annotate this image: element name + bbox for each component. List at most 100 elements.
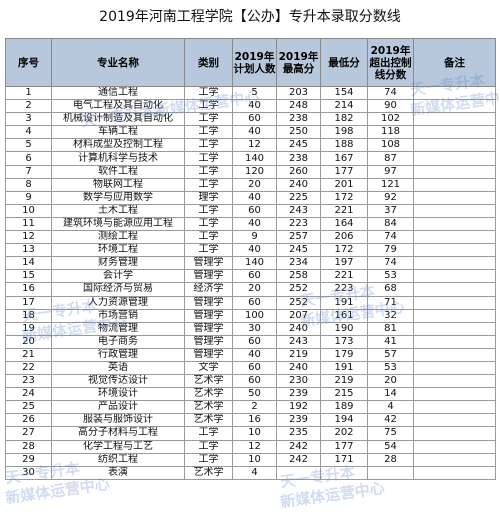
cell-category: 工学 <box>184 177 233 192</box>
cell-note <box>413 190 496 205</box>
cell-major: 车辆工程 <box>51 125 185 140</box>
cell-min-score: 154 <box>320 85 368 101</box>
cell-index: 21 <box>5 347 52 362</box>
cell-index: 17 <box>5 295 52 310</box>
cell-max-score <box>276 465 321 480</box>
cell-min-score: 197 <box>320 256 368 271</box>
cell-plan: 20 <box>232 177 277 192</box>
table-row: 28 化学工程与工艺 工学 12 242 177 54 <box>5 439 496 454</box>
table-row: 14 财务管理 管理学 140 234 197 74 <box>5 256 496 271</box>
table-row: 26 服装与服饰设计 艺术学 16 239 194 42 <box>5 413 496 428</box>
cell-plan: 50 <box>232 387 277 402</box>
cell-note <box>413 465 496 480</box>
cell-max-score: 240 <box>276 321 321 336</box>
cell-category: 工学 <box>184 230 233 245</box>
table-row: 3 机械设计制造及其自动化 工学 60 238 182 102 <box>5 112 496 127</box>
cell-min-score <box>320 465 368 480</box>
cell-plan: 60 <box>232 112 277 127</box>
cell-max-score: 258 <box>276 269 321 284</box>
cell-category: 管理学 <box>184 308 233 323</box>
cell-note <box>413 426 496 441</box>
cell-index: 4 <box>5 125 52 140</box>
cell-major: 机械设计制造及其自动化 <box>51 112 185 127</box>
table-row: 13 环境工程 工学 40 245 172 79 <box>5 243 496 258</box>
cell-note <box>413 99 496 114</box>
cell-min-score: 172 <box>320 243 368 258</box>
cell-plan: 40 <box>232 243 277 258</box>
cell-over-line: 42 <box>367 413 414 428</box>
cell-over-line: 108 <box>367 138 414 153</box>
cell-over-line: 41 <box>367 334 414 349</box>
table-row: 20 电子商务 管理学 60 243 173 41 <box>5 334 496 349</box>
table-row: 12 测绘工程 工学 9 257 206 74 <box>5 230 496 245</box>
cell-major: 物联网工程 <box>51 177 185 192</box>
table-row: 8 物联网工程 工学 20 240 201 121 <box>5 177 496 192</box>
table-row: 17 人力资源管理 管理学 60 252 191 71 <box>5 295 496 310</box>
cell-over-line: 121 <box>367 177 414 192</box>
cell-major: 市场营销 <box>51 308 185 323</box>
cell-plan: 60 <box>232 203 277 218</box>
cell-note <box>413 138 496 153</box>
cell-min-score: 223 <box>320 282 368 297</box>
cell-index: 23 <box>5 374 52 389</box>
cell-plan: 60 <box>232 360 277 376</box>
cell-category: 工学 <box>184 439 233 454</box>
header-max-score: 2019年最高分 <box>276 38 321 87</box>
cell-category: 工学 <box>184 138 233 153</box>
cell-category: 管理学 <box>184 295 233 310</box>
cell-plan: 4 <box>232 465 277 480</box>
cell-index: 1 <box>5 85 52 101</box>
cell-note <box>413 243 496 258</box>
cell-plan: 60 <box>232 374 277 389</box>
cell-min-score: 179 <box>320 347 368 362</box>
cell-over-line: 14 <box>367 387 414 402</box>
cell-min-score: 161 <box>320 308 368 323</box>
cell-category: 工学 <box>184 452 233 467</box>
table-row: 18 市场营销 管理学 100 207 161 32 <box>5 308 496 323</box>
cell-major: 通信工程 <box>51 85 185 101</box>
cell-max-score: 238 <box>276 112 321 127</box>
cell-max-score: 242 <box>276 452 321 467</box>
cell-plan: 2 <box>232 400 277 415</box>
cell-over-line: 28 <box>367 452 414 467</box>
cell-index: 20 <box>5 334 52 349</box>
cell-index: 2 <box>5 99 52 114</box>
cell-max-score: 239 <box>276 387 321 402</box>
cell-plan: 40 <box>232 99 277 114</box>
cell-plan: 140 <box>232 256 277 271</box>
cell-major: 纺织工程 <box>51 452 185 467</box>
cell-major: 环境工程 <box>51 243 185 258</box>
header-min-score: 最低分 <box>320 38 368 87</box>
cell-plan: 60 <box>232 269 277 284</box>
cell-note <box>413 374 496 389</box>
cell-category: 工学 <box>184 151 233 166</box>
cell-index: 11 <box>5 216 52 232</box>
header-category: 类别 <box>184 38 233 87</box>
cell-min-score: 182 <box>320 112 368 127</box>
table-row: 15 会计学 管理学 60 258 221 53 <box>5 269 496 284</box>
cell-note <box>413 216 496 232</box>
cell-note <box>413 125 496 140</box>
cell-category: 工学 <box>184 85 233 101</box>
header-note: 备注 <box>413 38 496 87</box>
cell-major: 软件工程 <box>51 164 185 179</box>
cell-category: 管理学 <box>184 256 233 271</box>
cell-max-score: 203 <box>276 85 321 101</box>
cell-min-score: 215 <box>320 387 368 402</box>
cell-category: 艺术学 <box>184 374 233 389</box>
cell-major: 高分子材料与工程 <box>51 426 185 441</box>
cell-index: 7 <box>5 164 52 179</box>
cell-category: 工学 <box>184 203 233 218</box>
cell-max-score: 243 <box>276 334 321 349</box>
cell-category: 艺术学 <box>184 413 233 428</box>
cell-note <box>413 347 496 362</box>
cell-major: 物流管理 <box>51 321 185 336</box>
table-row: 25 产品设计 艺术学 2 192 189 4 <box>5 400 496 415</box>
cell-category: 工学 <box>184 99 233 114</box>
cell-plan: 40 <box>232 216 277 232</box>
cell-plan: 40 <box>232 347 277 362</box>
cell-plan: 60 <box>232 295 277 310</box>
cell-over-line: 97 <box>367 164 414 179</box>
cell-category: 管理学 <box>184 269 233 284</box>
cell-category: 工学 <box>184 426 233 441</box>
